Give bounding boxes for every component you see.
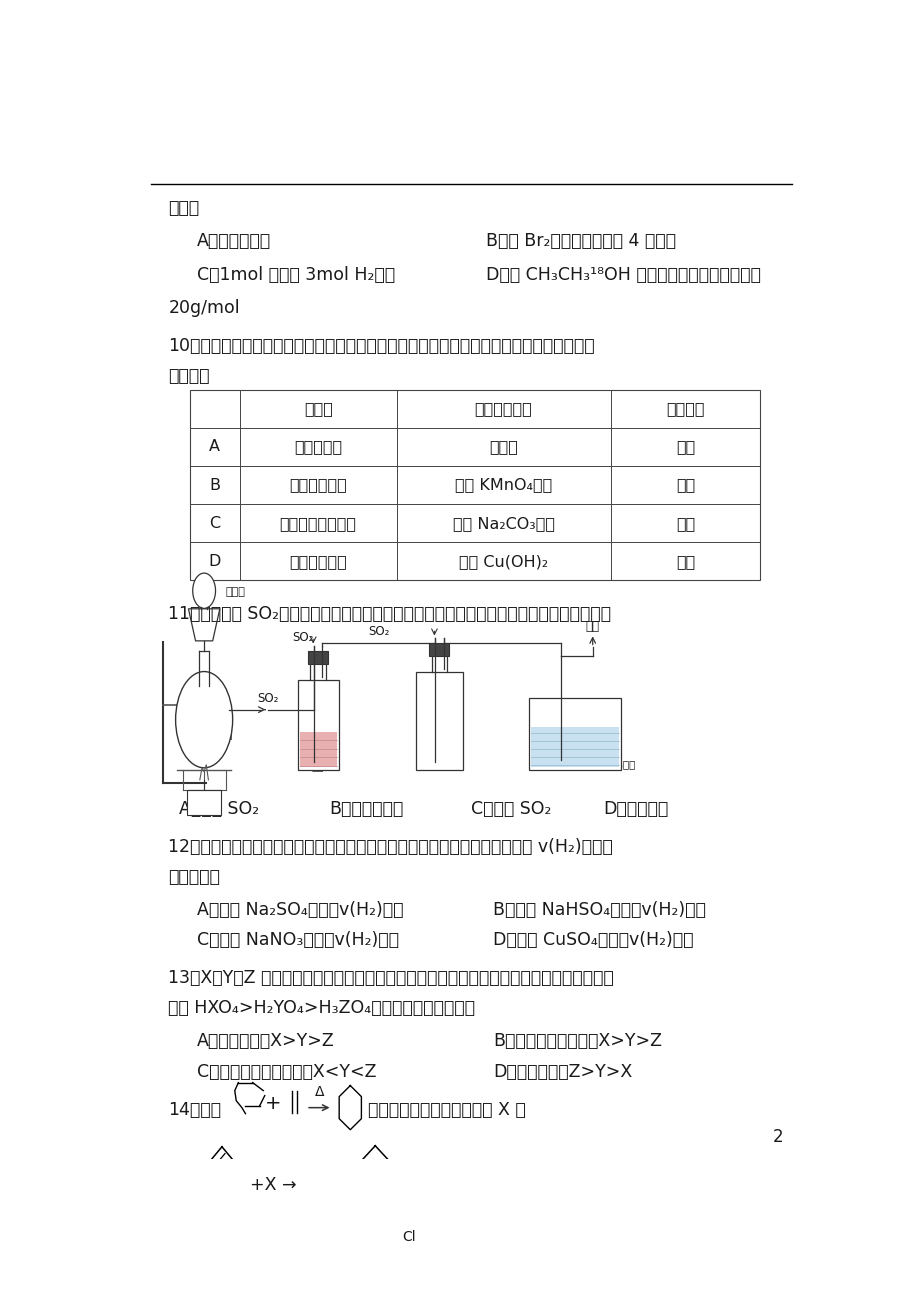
Text: SO₂: SO₂ (257, 691, 278, 704)
Text: A．属于二烯烃: A．属于二烯烃 (197, 233, 271, 250)
Text: A: A (210, 440, 220, 454)
Text: C．收集 SO₂: C．收集 SO₂ (471, 799, 551, 818)
Text: 尾气: 尾气 (585, 621, 599, 633)
Text: A．原子半径：X>Y>Z: A．原子半径：X>Y>Z (197, 1032, 335, 1051)
Text: D．和 CH₃CH₃¹⁸OH 反应，生成水的摩尔质量为: D．和 CH₃CH₃¹⁸OH 反应，生成水的摩尔质量为 (485, 266, 760, 284)
Text: 过滤: 过滤 (675, 553, 694, 569)
Text: 2: 2 (772, 1128, 783, 1146)
Text: 品红: 品红 (312, 745, 324, 755)
Text: 混合物: 混合物 (303, 401, 333, 417)
Bar (429, 643, 448, 655)
Text: 试剂（足量）: 试剂（足量） (474, 401, 532, 417)
Text: 饱和: 饱和 (582, 742, 594, 753)
Bar (297, 680, 338, 769)
Text: 乙酸乙酯（乙酸）: 乙酸乙酯（乙酸） (279, 516, 357, 531)
Text: A．加入 Na₂SO₄溶液，v(H₂)减小: A．加入 Na₂SO₄溶液，v(H₂)减小 (197, 901, 403, 919)
Bar (308, 651, 328, 664)
Text: 饱和 Na₂CO₃溶液: 饱和 Na₂CO₃溶液 (452, 516, 554, 531)
Text: B．验证漂白性: B．验证漂白性 (329, 799, 403, 818)
Text: 13．X、Y、Z 是同周期的三种元素，已知其最高价氧化物对应的水化物的酸性由强到弱的顺: 13．X、Y、Z 是同周期的三种元素，已知其最高价氧化物对应的水化物的酸性由强到… (168, 969, 614, 987)
Text: C．气态氢化物稳定性：X<Y<Z: C．气态氢化物稳定性：X<Y<Z (197, 1062, 376, 1081)
Text: 过滤: 过滤 (675, 440, 694, 454)
Bar (530, 727, 618, 767)
Text: 11．下列制取 SO₂、验证其漂白性、收集并进行尾气处理的装置和原理能达到实验目的的是: 11．下列制取 SO₂、验证其漂白性、收集并进行尾气处理的装置和原理能达到实验目… (168, 605, 611, 624)
Bar (300, 733, 336, 767)
Text: 铜片: 铜片 (220, 729, 233, 740)
Text: 溶液: 溶液 (312, 760, 324, 771)
Bar (189, 389, 759, 581)
Text: 乙酸（乙醛）: 乙酸（乙醛） (289, 553, 346, 569)
Text: 10．除去下列物质中所含少量杂质（括号中为杂质），所选用的试剂和分离方法能达到实验: 10．除去下列物质中所含少量杂质（括号中为杂质），所选用的试剂和分离方法能达到实… (168, 337, 595, 354)
Text: 乙醇（水）: 乙醇（水） (294, 440, 342, 454)
Text: D．尾气处理: D．尾气处理 (603, 799, 668, 818)
Text: 生石灰: 生石灰 (489, 440, 517, 454)
Text: C: C (209, 516, 221, 531)
Ellipse shape (192, 573, 215, 608)
Text: 新制 Cu(OH)₂: 新制 Cu(OH)₂ (459, 553, 548, 569)
Text: C．加入 NaNO₃固体，v(H₂)不变: C．加入 NaNO₃固体，v(H₂)不变 (197, 931, 399, 949)
Text: 断正确的是: 断正确的是 (168, 868, 221, 887)
Text: 稀硫酸: 稀硫酸 (225, 587, 245, 596)
Text: Δ: Δ (314, 1085, 323, 1099)
Text: 洗气: 洗气 (675, 478, 694, 492)
Text: B．元素的非金属性：X>Y>Z: B．元素的非金属性：X>Y>Z (493, 1032, 661, 1051)
Text: 目的的是: 目的的是 (168, 367, 210, 385)
Text: D．加入 CuSO₄固体，v(H₂)减小: D．加入 CuSO₄固体，v(H₂)减小 (493, 931, 693, 949)
Text: D．原子序数：Z>Y>X: D．原子序数：Z>Y>X (493, 1062, 631, 1081)
Text: SO₂: SO₂ (291, 631, 312, 644)
Text: 确的是: 确的是 (168, 199, 199, 217)
Text: 12．为探究铁与稀硫酸的反应速率，向反应混合液中加入某些物质，下列关于 v(H₂)变化判: 12．为探究铁与稀硫酸的反应速率，向反应混合液中加入某些物质，下列关于 v(H₂… (168, 838, 613, 855)
Text: A．制取 SO₂: A．制取 SO₂ (179, 799, 259, 818)
Text: ，根据下列反应，可推断出 X 为: ，根据下列反应，可推断出 X 为 (368, 1100, 526, 1118)
Text: 14．已知: 14．已知 (168, 1100, 221, 1118)
Bar (187, 790, 221, 815)
Bar (415, 672, 462, 769)
Text: +: + (265, 1094, 281, 1113)
Text: 乙烷（乙烯）: 乙烷（乙烯） (289, 478, 346, 492)
Text: +X →: +X → (249, 1176, 296, 1194)
Text: B．和 Br₂加成，可能生成 4 种物质: B．和 Br₂加成，可能生成 4 种物质 (485, 233, 675, 250)
Text: 20g/mol: 20g/mol (168, 298, 240, 316)
Text: B: B (210, 478, 220, 492)
Text: D: D (209, 553, 221, 569)
Text: NaHSO₃溶液: NaHSO₃溶液 (582, 759, 635, 769)
Text: 酸性 KMnO₄溶液: 酸性 KMnO₄溶液 (455, 478, 551, 492)
Text: B．加入 NaHSO₄固体，v(H₂)不变: B．加入 NaHSO₄固体，v(H₂)不变 (493, 901, 705, 919)
Text: Cl: Cl (402, 1230, 415, 1245)
Ellipse shape (176, 672, 233, 768)
Bar (528, 698, 620, 769)
Text: 分液: 分液 (675, 516, 694, 531)
Text: 分离方法: 分离方法 (665, 401, 704, 417)
Text: C．1mol 可以和 3mol H₂反应: C．1mol 可以和 3mol H₂反应 (197, 266, 394, 284)
Text: SO₂: SO₂ (368, 625, 389, 638)
Text: 序是 HXO₄>H₂YO₄>H₃ZO₄，则下列说法正确的是: 序是 HXO₄>H₂YO₄>H₃ZO₄，则下列说法正确的是 (168, 1000, 475, 1017)
